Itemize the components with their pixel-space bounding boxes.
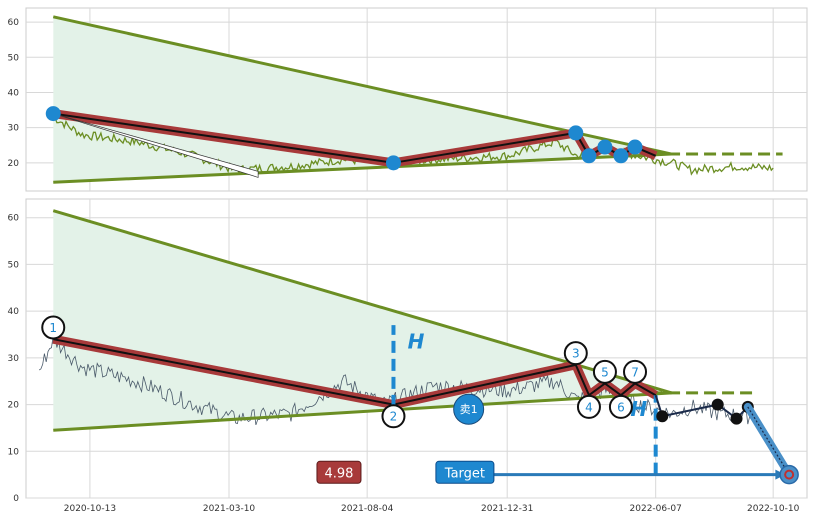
h-label: H (630, 397, 647, 421)
top-pivot-marker (385, 155, 401, 171)
top-pivot-marker (45, 106, 61, 122)
top-pivot-marker (568, 125, 584, 141)
bottom-ytick-label: 20 (8, 401, 20, 411)
target-badge-text: Target (444, 466, 485, 481)
top-ytick-label: 50 (8, 53, 20, 63)
bottom-pivot-core (53, 338, 657, 406)
pivot-label-7: 7 (631, 365, 639, 379)
pivot-label-2: 2 (390, 410, 398, 424)
top-white-arrow (53, 113, 259, 178)
sell-label: 卖1 (460, 403, 478, 416)
projection-core (747, 406, 790, 475)
top-pivot-marker (613, 148, 629, 164)
pivot-circle-1 (41, 315, 66, 340)
top-ytick-label: 40 (8, 88, 20, 98)
bottom-ytick-label: 50 (8, 260, 20, 270)
pivot-circle-7 (623, 359, 648, 384)
bottom-y-axis: 0 10 20 30 40 50 60 (8, 214, 20, 504)
top-plot-area (45, 15, 783, 184)
bottom-ytick-label: 0 (13, 494, 19, 504)
target-point-ring (784, 469, 795, 480)
top-pivot-marker (627, 139, 643, 155)
post-pattern-marker (730, 412, 743, 425)
pivot-label-5: 5 (601, 365, 609, 379)
post-pattern-marker (656, 410, 669, 423)
top-ytick-label: 30 (8, 124, 20, 134)
pivot-circle-3 (563, 341, 588, 366)
bottom-ytick-label: 30 (8, 354, 20, 364)
price-badge (316, 460, 362, 484)
pivot-label-3: 3 (572, 347, 580, 361)
price-badge-text: 4.98 (324, 466, 353, 481)
top-pivot-marker (581, 148, 597, 164)
target-point (779, 464, 799, 485)
x-axis: 2020-10-13 2021-03-10 2021-08-04 2021-12-31… (64, 504, 800, 514)
pivot-circle-4 (576, 394, 601, 419)
pivot-circle-5 (592, 359, 617, 384)
xtick-label: 2021-03-10 (203, 504, 256, 514)
pivot-label-1: 1 (49, 321, 57, 335)
bottom-ytick-label: 60 (8, 214, 20, 224)
pivot-label-4: 4 (585, 400, 593, 414)
target-badge (435, 460, 495, 484)
pivot-label-6: 6 (617, 400, 625, 414)
top-pivot-marker (597, 139, 613, 155)
top-lower-trendline (53, 152, 672, 184)
sell-marker (453, 393, 485, 425)
top-ytick-label: 60 (8, 18, 20, 28)
bottom-lower-trendline (53, 391, 672, 432)
bottom-ytick-label: 40 (8, 307, 20, 317)
xtick-label: 2021-08-04 (341, 504, 394, 514)
xtick-label: 2022-10-10 (747, 504, 800, 514)
top-y-axis: 20 30 40 50 60 (8, 18, 20, 169)
pivot-circle-6 (608, 394, 633, 419)
post-pattern-marker (711, 398, 724, 411)
xtick-label: 2020-10-13 (64, 504, 116, 514)
pivot-circle-2 (381, 404, 406, 429)
h-label: H (408, 330, 425, 354)
bottom-plot-area: H H 1 2 3 4 5 6 7 卖1 4.98 Target (38, 209, 799, 485)
xtick-label: 2021-12-31 (481, 504, 533, 514)
top-ytick-label: 20 (8, 159, 20, 169)
bottom-ytick-label: 10 (8, 447, 20, 457)
xtick-label: 2022-06-07 (630, 504, 682, 514)
